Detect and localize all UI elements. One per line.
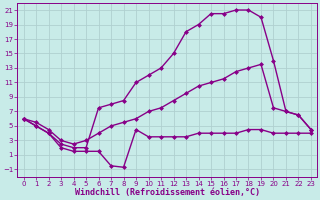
X-axis label: Windchill (Refroidissement éolien,°C): Windchill (Refroidissement éolien,°C) [75, 188, 260, 197]
